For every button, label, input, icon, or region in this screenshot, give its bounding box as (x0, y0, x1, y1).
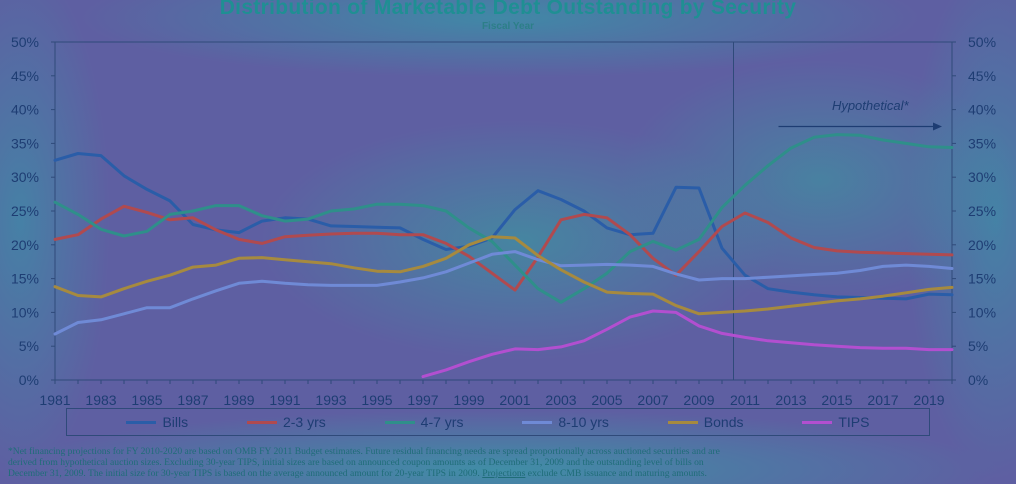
legend-item-8-10-yrs: 8-10 yrs (522, 414, 609, 430)
footnote-line-1: *Net financing projections for FY 2010-2… (8, 446, 720, 457)
legend-swatch-tips (802, 420, 833, 424)
legend-item-2-3-yrs: 2-3 yrs (246, 414, 326, 430)
y-tick-label-left: 0% (19, 372, 39, 388)
y-tick-label-right: 0% (968, 372, 988, 388)
y-tick-label-right: 25% (968, 203, 996, 219)
legend-label-bonds: Bonds (703, 414, 744, 430)
y-tick-label-right: 15% (968, 271, 996, 287)
legend-item-4-7-yrs: 4-7 yrs (384, 414, 464, 430)
footnote: *Net financing projections for FY 2010-2… (8, 446, 1012, 479)
y-tick-label-right: 50% (968, 34, 996, 50)
y-tick-label-right: 10% (968, 304, 996, 320)
y-tick-label-right: 20% (968, 237, 996, 253)
y-tick-label-left: 30% (11, 169, 39, 185)
series-line-2-3-yrs (53, 204, 954, 292)
series-line-8-10-yrs (53, 250, 954, 336)
y-tick-label-right: 35% (968, 135, 996, 151)
y-tick-label-left: 20% (11, 237, 39, 253)
legend-label-tips: TIPS (838, 414, 870, 430)
x-tick-label: 2017 (867, 392, 898, 408)
x-tick-label: 2005 (591, 392, 622, 408)
y-tick-label-right: 5% (968, 338, 988, 354)
legend-label-8-10-yrs: 8-10 yrs (558, 414, 609, 430)
y-tick-label-left: 35% (11, 135, 39, 151)
x-tick-label: 1993 (315, 392, 346, 408)
footnote-line-2: derived from hypothetical auction sizes.… (8, 457, 704, 468)
x-tick-label: 2013 (775, 392, 806, 408)
y-tick-label-left: 25% (11, 203, 39, 219)
x-tick-label: 2015 (821, 392, 852, 408)
footnote-line-3a: December 31, 2009. The initial size for … (8, 468, 483, 479)
y-tick-label-left: 45% (11, 68, 39, 84)
x-tick-label: 2019 (913, 392, 944, 408)
x-tick-label: 1999 (453, 392, 484, 408)
annotation-hypothetical: Hypothetical* (832, 98, 910, 113)
annotation-arrow-head (933, 122, 942, 131)
series-line-bonds (53, 235, 954, 316)
x-tick-label: 1983 (85, 392, 116, 408)
legend-item-bonds: Bonds (667, 414, 744, 430)
x-tick-label: 1981 (39, 392, 70, 408)
y-tick-label-left: 15% (11, 271, 39, 287)
legend-swatch-bills (126, 420, 157, 424)
x-tick-label: 1987 (177, 392, 208, 408)
legend-swatch-4-7-yrs (384, 420, 415, 424)
x-tick-label: 2011 (730, 392, 760, 408)
legend-label-4-7-yrs: 4-7 yrs (420, 414, 464, 430)
x-tick-label: 2007 (637, 392, 668, 408)
y-tick-label-right: 45% (968, 68, 996, 84)
x-tick-label: 1995 (361, 392, 392, 408)
legend-item-tips: TIPS (802, 414, 869, 430)
x-tick-label: 1991 (269, 392, 300, 408)
legend-item-bills: Bills (126, 414, 188, 430)
y-tick-label-left: 5% (19, 338, 39, 354)
x-tick-label: 1985 (131, 392, 162, 408)
y-tick-label-left: 50% (11, 34, 39, 50)
legend-label-2-3-yrs: 2-3 yrs (282, 414, 326, 430)
legend: Bills 2-3 yrs 4-7 yrs 8-10 yrs Bonds TIPS (66, 408, 930, 436)
chart-subtitle: Fiscal Year (481, 21, 535, 32)
legend-swatch-8-10-yrs (522, 420, 553, 424)
y-tick-label-right: 30% (968, 169, 996, 185)
x-tick-label: 2009 (683, 392, 714, 408)
series-line-tips (421, 309, 954, 379)
y-tick-label-right: 40% (968, 102, 996, 118)
x-tick-label: 2001 (499, 392, 530, 408)
x-tick-label: 1989 (223, 392, 254, 408)
x-tick-label: 1997 (407, 392, 438, 408)
chart-area: 0% 0% 5% 5% 10% 10% 15% 15% 20% 20% 25% 25% 30% 30% 35… (11, 34, 996, 408)
y-tick-label-left: 10% (11, 304, 39, 320)
footnote-line-3: December 31, 2009. The initial size for … (8, 468, 1012, 479)
legend-label-bills: Bills (162, 414, 189, 430)
footnote-line-3c: exclude CMB issuance and maturing amount… (525, 468, 707, 479)
x-tick-label: 2003 (545, 392, 576, 408)
y-tick-label-left: 40% (11, 102, 39, 118)
legend-swatch-bonds (667, 420, 698, 424)
series-line-bills (53, 152, 954, 301)
legend-swatch-2-3-yrs (246, 420, 277, 424)
footnote-projections-link: Projections (482, 468, 526, 479)
chart-title: Distribution of Marketable Debt Outstand… (219, 0, 797, 19)
